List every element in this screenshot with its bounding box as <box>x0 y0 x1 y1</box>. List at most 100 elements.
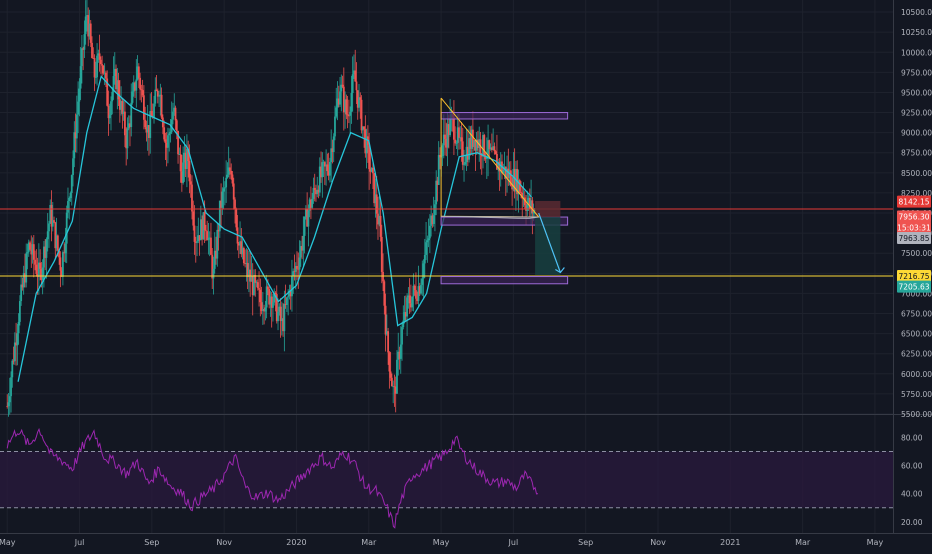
candle-body <box>312 187 315 199</box>
candle-body <box>167 135 169 148</box>
candle-body <box>59 257 62 271</box>
take-profit-zone[interactable] <box>535 217 561 275</box>
candle-body <box>342 86 345 113</box>
candle-body <box>36 273 39 277</box>
candle-body <box>494 151 497 154</box>
candle-body <box>7 402 10 407</box>
candle-body <box>304 208 307 217</box>
price-tag-text: 7216.75 <box>898 272 929 281</box>
candle-body <box>346 114 349 116</box>
candle-body <box>393 386 396 388</box>
triangle-base-wedge[interactable] <box>441 215 539 220</box>
candle-body <box>199 219 202 241</box>
candle-body <box>527 197 530 204</box>
candle-body <box>320 166 322 178</box>
candle-body <box>96 55 98 78</box>
stop-loss-zone[interactable] <box>535 200 561 218</box>
candle-body <box>258 288 260 290</box>
candle-body <box>382 271 384 282</box>
candle-body <box>502 169 505 174</box>
candle-body <box>439 155 441 158</box>
drawing-tools[interactable] <box>0 97 893 285</box>
candle-body <box>248 269 250 278</box>
candle-body <box>316 189 319 195</box>
candle-body <box>377 213 379 225</box>
candle-body <box>327 171 330 176</box>
candle-body <box>525 205 527 211</box>
candle-body <box>242 247 245 264</box>
candle-body <box>67 201 69 213</box>
price-axis-tick-label: 6000.00 <box>901 370 932 379</box>
candle-body <box>284 304 287 305</box>
candle-body <box>106 78 109 106</box>
rsi-axis-tick-label: 80.00 <box>901 433 923 442</box>
candle-body <box>533 209 536 212</box>
candle-body <box>285 297 288 305</box>
candle-body <box>6 405 9 407</box>
candle-body <box>129 123 131 127</box>
candle-body <box>513 168 516 192</box>
candle-body <box>446 124 449 148</box>
price-axis-tick-label: 6500.00 <box>901 330 932 339</box>
candle-body <box>98 53 101 60</box>
candle-body <box>484 156 487 159</box>
candle-body <box>78 88 81 102</box>
candle-body <box>178 154 181 155</box>
price-tag-text: 7963.85 <box>898 234 929 243</box>
zone-rectangle[interactable] <box>440 276 569 285</box>
candle-body <box>251 276 254 295</box>
candle-body <box>272 302 274 308</box>
candle-body <box>115 68 117 90</box>
candle-body <box>69 192 72 199</box>
candle-body <box>172 111 174 120</box>
candle-body <box>387 331 390 353</box>
time-axis-tick-label: Sep <box>578 538 593 547</box>
time-axis-tick-label: 2020 <box>286 538 306 547</box>
candle-body <box>460 137 463 142</box>
candle-body <box>291 275 293 297</box>
candle-body <box>306 208 309 227</box>
candle-body <box>279 306 282 322</box>
candle-body <box>259 289 262 303</box>
price-axis-tick-label: 5750.00 <box>901 390 932 399</box>
candle-body <box>161 117 164 128</box>
time-axis-tick-label: May <box>0 538 16 547</box>
candle-body <box>434 204 436 216</box>
candle-body <box>488 140 491 150</box>
candle-body <box>459 137 462 139</box>
candle-body <box>160 94 163 118</box>
candle-body <box>62 252 64 277</box>
candle-body <box>216 229 219 259</box>
candle-body <box>485 157 488 159</box>
candle-body <box>413 285 416 291</box>
candle-body <box>498 161 501 172</box>
zone-rectangle[interactable] <box>440 112 569 120</box>
price-axis-tick-label: 8750.00 <box>901 149 932 158</box>
candle-body <box>409 303 412 308</box>
candle-body <box>184 152 187 169</box>
candle-body <box>124 111 126 136</box>
rsi-pane <box>0 427 893 529</box>
candle-body <box>354 70 357 82</box>
projection-arrow-line[interactable] <box>538 212 561 273</box>
price-axis-tick-label: 5500.00 <box>901 410 932 419</box>
candle-body <box>201 219 203 240</box>
candle-body <box>373 173 376 204</box>
candle-body <box>130 102 133 127</box>
candle-body <box>21 284 24 288</box>
candle-body <box>435 180 438 205</box>
candle-body <box>237 243 240 246</box>
candle-body <box>275 294 278 322</box>
candle-body <box>154 89 157 104</box>
candle-body <box>474 140 477 151</box>
candle-body <box>220 200 222 208</box>
candle-body <box>230 170 233 175</box>
candle-body <box>121 101 124 114</box>
candle-body <box>360 99 363 131</box>
candle-body <box>77 101 79 115</box>
candle-body <box>532 211 535 214</box>
candle-body <box>12 360 15 362</box>
candle-body <box>10 377 12 397</box>
candle-body <box>174 107 177 121</box>
